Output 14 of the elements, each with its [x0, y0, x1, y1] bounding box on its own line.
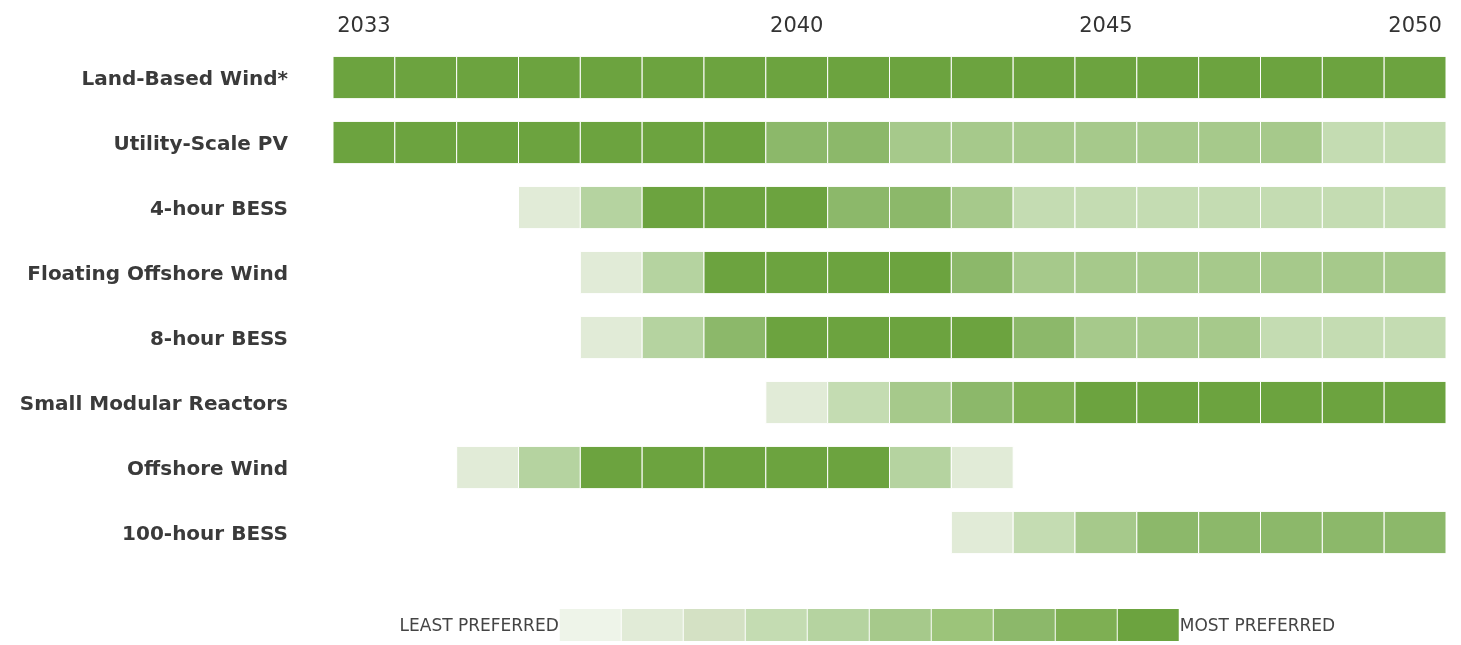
y-tick-label: Floating Offshore Wind — [27, 260, 288, 285]
x-tick-label: 2050 — [1388, 12, 1442, 37]
y-tick-label: 4-hour BESS — [149, 195, 288, 220]
y-tick-label: 8-hour BESS — [149, 325, 288, 350]
y-tick-label: Offshore Wind — [127, 455, 288, 480]
x-tick-label: 2040 — [770, 12, 824, 37]
y-tick-label: Utility-Scale PV — [113, 130, 289, 155]
color-bar-label: LEAST PREFERRED — [399, 615, 559, 635]
y-tick-label: Small Modular Reactors — [19, 390, 288, 415]
color-bar-label: MOST PREFERRED — [1179, 615, 1336, 635]
x-tick-label: 2033 — [337, 12, 391, 37]
y-tick-label: Land-Based Wind* — [81, 65, 289, 90]
x-tick-label: 2045 — [1079, 12, 1133, 37]
y-tick-label: 100-hour BESS — [122, 520, 288, 545]
